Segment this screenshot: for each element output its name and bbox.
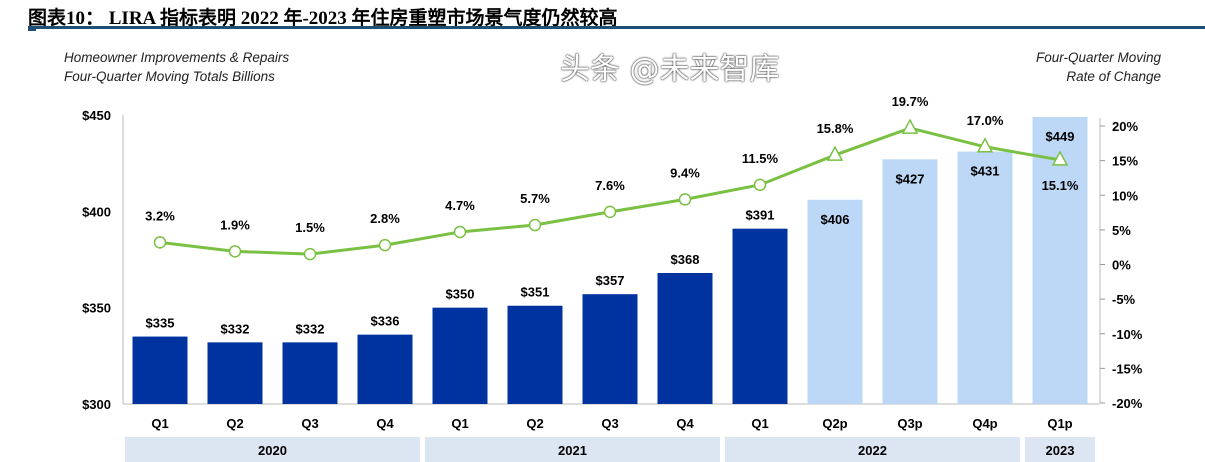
right-tick-label: 10%	[1112, 188, 1138, 203]
right-tick-label: 0%	[1112, 258, 1131, 273]
category-label: Q1p	[1047, 416, 1072, 431]
bar	[807, 199, 863, 404]
left-tick-label: $350	[82, 301, 111, 316]
right-tick-label: -10%	[1112, 327, 1143, 342]
line-label: 4.7%	[445, 198, 475, 213]
title-rule-accent	[28, 29, 36, 31]
line-marker-triangle	[976, 137, 994, 153]
bar-label: $449	[1046, 129, 1075, 144]
bar-label: $335	[146, 316, 175, 331]
category-label: Q3	[601, 416, 618, 431]
bar-label: $350	[446, 287, 475, 302]
bar	[507, 305, 563, 404]
category-label: Q3p	[897, 416, 922, 431]
line-label: 1.5%	[295, 220, 325, 235]
bar-label: $391	[746, 208, 775, 223]
bar	[732, 228, 788, 404]
line-label: 9.4%	[670, 165, 700, 180]
bar	[957, 151, 1013, 404]
category-label: Q2	[526, 416, 543, 431]
watermark: 头条 @未来智库	[560, 52, 780, 87]
line-marker-circle	[453, 225, 467, 239]
bar-label: $431	[971, 164, 1000, 179]
bar	[432, 307, 488, 404]
bar-label: $332	[296, 321, 325, 336]
line-marker-circle	[678, 193, 692, 206]
left-tick-label: $400	[82, 204, 111, 219]
right-tick-label: -15%	[1112, 361, 1143, 376]
category-label: Q3	[301, 416, 318, 431]
year-band	[425, 437, 720, 462]
left-axis-title: Homeowner Improvements & Repairs Four-Qu…	[64, 48, 289, 86]
bar-label: $368	[671, 252, 700, 267]
bar-label: $336	[371, 314, 400, 329]
line-label: 7.6%	[595, 178, 625, 193]
line-label: 15.8%	[817, 121, 854, 136]
bar	[882, 159, 938, 404]
line-marker-triangle	[901, 118, 919, 134]
line-marker-circle	[303, 247, 317, 261]
category-label: Q4	[376, 416, 394, 431]
line-marker-circle	[753, 178, 767, 192]
line-marker-circle	[153, 236, 167, 249]
category-label: Q1	[751, 416, 768, 431]
bar-label: $427	[896, 171, 925, 186]
year-band	[125, 437, 420, 462]
category-label: Q2	[226, 416, 243, 431]
bar	[207, 342, 263, 404]
bar	[132, 336, 188, 404]
right-axis-title-line: Rate of Change	[1066, 69, 1161, 84]
year-label: 2022	[858, 443, 887, 458]
right-tick-label: 20%	[1112, 119, 1138, 134]
line-marker-circle	[528, 218, 542, 232]
line-label: 19.7%	[892, 94, 929, 109]
left-tick-label: $300	[82, 397, 111, 412]
bar	[357, 334, 413, 404]
right-tick-label: 5%	[1112, 223, 1131, 238]
bar	[657, 272, 713, 404]
line-label: 15.1%	[1042, 178, 1079, 193]
left-axis-title-line: Homeowner Improvements & Repairs	[64, 50, 290, 65]
line-marker-circle	[378, 238, 392, 252]
right-axis-title: Four-Quarter Moving Rate of Change	[961, 48, 1161, 86]
line-label: 3.2%	[145, 208, 175, 223]
line-label: 17.0%	[967, 113, 1004, 128]
bar	[282, 342, 338, 404]
line-marker-triangle	[1051, 150, 1069, 166]
category-label: Q4	[676, 416, 694, 431]
year-label: 2021	[558, 443, 587, 458]
category-label: Q1	[151, 416, 168, 431]
line-label: 5.7%	[520, 191, 550, 206]
left-axis-title-line: Four-Quarter Moving Totals Billions	[64, 69, 275, 84]
figure-title: 图表10： LIRA 指标表明 2022 年-2023 年住房重塑市场景气度仍然…	[28, 8, 618, 29]
category-label: Q2p	[822, 416, 847, 431]
right-axis-title-line: Four-Quarter Moving	[1035, 50, 1161, 65]
line-label: 2.8%	[370, 211, 400, 226]
bar-label: $351	[521, 285, 550, 300]
line-marker-circle	[603, 205, 617, 219]
bar-label: $332	[221, 321, 250, 336]
right-tick-label: -5%	[1112, 292, 1136, 307]
bar-label: $406	[821, 212, 850, 227]
category-label: Q4p	[972, 416, 997, 431]
line-label: 11.5%	[742, 151, 779, 166]
left-tick-label: $450	[82, 108, 111, 123]
year-band	[1025, 437, 1095, 462]
right-tick-label: 15%	[1112, 154, 1138, 169]
bar	[582, 294, 638, 404]
title-rule	[28, 26, 1205, 29]
line-marker-circle	[228, 245, 242, 258]
year-label: 2020	[258, 443, 287, 458]
right-tick-label: -20%	[1112, 396, 1143, 411]
bar-label: $357	[596, 273, 625, 288]
line-label: 1.9%	[220, 217, 250, 232]
line-marker-triangle	[826, 145, 844, 161]
category-label: Q1	[451, 416, 468, 431]
year-band	[725, 437, 1020, 462]
year-label: 2023	[1046, 443, 1075, 458]
